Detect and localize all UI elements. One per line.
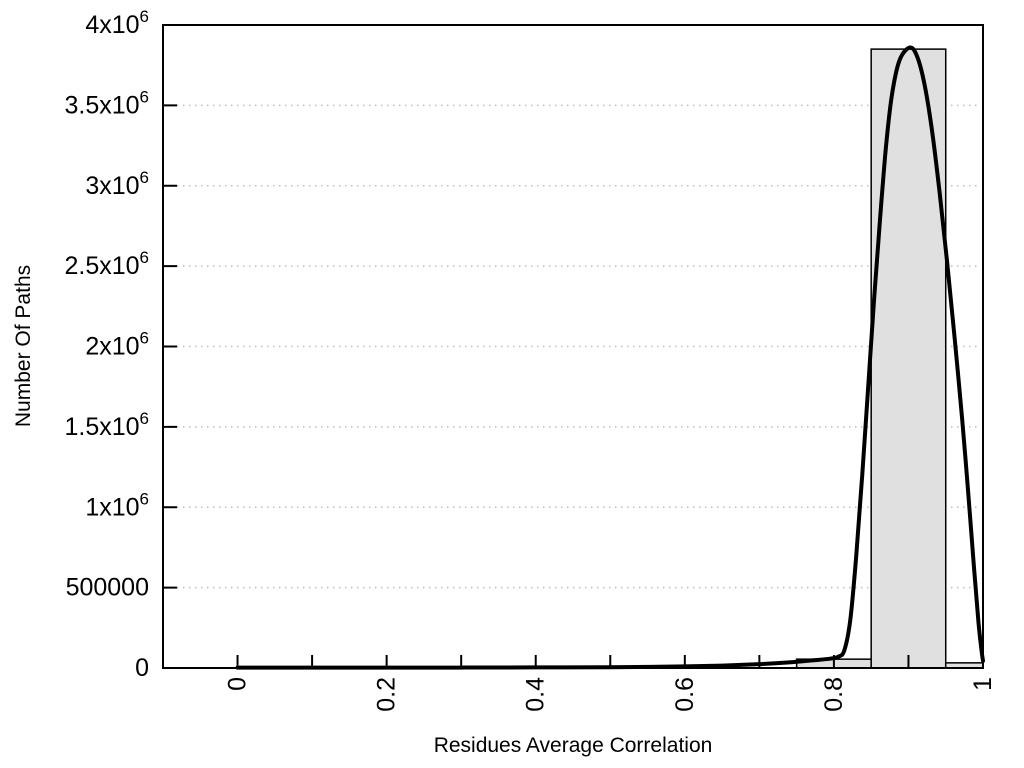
- tick-labels-layer: 0 500000 1x106 1.5x106 2x106 2.5x106 3x106 3.5x…: [64, 7, 997, 712]
- axes-layer: [162, 24, 984, 669]
- y-tick-label: 0: [135, 654, 149, 682]
- y-tick-label: 2.5x106: [64, 248, 149, 281]
- density-curve-layer: [235, 45, 985, 670]
- y-tick-label: 1x106: [85, 489, 149, 522]
- x-tick-label: 0.2: [373, 677, 401, 712]
- density-curve: [235, 45, 985, 670]
- x-tick-label: 0.4: [522, 677, 550, 712]
- x-tick-label: 0.6: [671, 677, 699, 712]
- y-tick-label: 3x106: [85, 167, 149, 200]
- y-tick-label: 2x106: [85, 328, 149, 361]
- x-tick-label: 1: [969, 677, 997, 691]
- x-axis-title: Residues Average Correlation: [434, 734, 713, 757]
- y-tick-label: 3.5x106: [64, 87, 149, 120]
- y-tick-label: 4x106: [85, 7, 149, 40]
- y-axis-title: Number Of Paths: [12, 265, 35, 427]
- y-tick-label: 1.5x106: [64, 408, 149, 441]
- gridlines-layer: [165, 104, 981, 589]
- plot-border: [162, 24, 984, 669]
- x-tick-label: 0: [224, 677, 252, 691]
- y-tick-label: 500000: [66, 574, 149, 602]
- x-tick-label: 0.8: [820, 677, 848, 712]
